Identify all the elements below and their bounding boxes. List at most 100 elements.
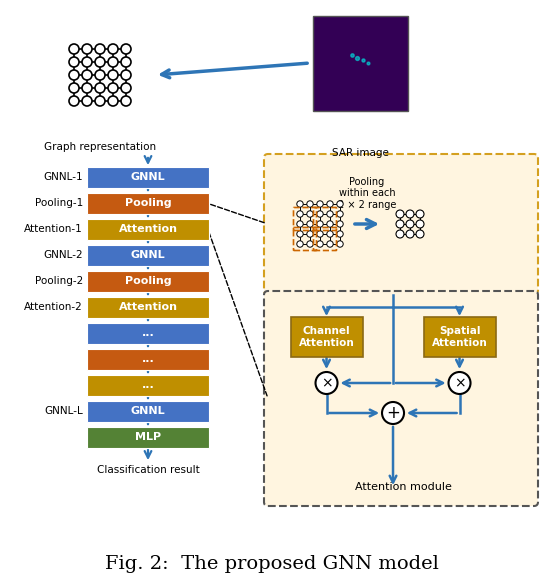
Text: Classification result: Classification result [97,465,199,475]
Circle shape [307,231,313,237]
Circle shape [121,70,131,80]
Text: GNNL: GNNL [131,406,165,417]
FancyBboxPatch shape [87,323,209,344]
Circle shape [95,96,105,106]
Text: Pooling
within each
2 × 2 range: Pooling within each 2 × 2 range [338,177,396,210]
Circle shape [108,70,118,80]
Text: Fig. 2:  The proposed GNN model: Fig. 2: The proposed GNN model [105,555,439,573]
Circle shape [327,211,333,217]
Text: ...: ... [141,381,154,390]
Point [358,56,367,65]
Circle shape [108,44,118,54]
Circle shape [307,211,313,217]
FancyBboxPatch shape [87,219,209,240]
Circle shape [95,44,105,54]
Circle shape [121,83,131,93]
Circle shape [406,210,414,218]
Text: Graph representation: Graph representation [44,142,156,152]
Text: ×: × [321,376,332,390]
FancyBboxPatch shape [87,401,209,422]
Circle shape [307,241,313,247]
Circle shape [406,230,414,238]
Text: ×: × [454,376,465,390]
Circle shape [95,70,105,80]
Circle shape [416,220,424,228]
Text: Attention module: Attention module [355,482,452,492]
Circle shape [82,57,92,67]
Circle shape [69,83,79,93]
Circle shape [95,57,105,67]
Circle shape [121,44,131,54]
Point [348,51,356,60]
Circle shape [121,96,131,106]
Circle shape [337,201,343,207]
Circle shape [69,70,79,80]
Circle shape [317,201,323,207]
Circle shape [317,211,323,217]
Circle shape [297,201,303,207]
FancyBboxPatch shape [424,317,496,357]
Circle shape [307,221,313,227]
Text: GNNL-L: GNNL-L [44,406,83,417]
FancyBboxPatch shape [264,154,538,294]
Circle shape [337,221,343,227]
FancyBboxPatch shape [87,193,209,214]
FancyBboxPatch shape [87,271,209,292]
Circle shape [69,44,79,54]
Text: MLP: MLP [135,432,161,443]
Circle shape [82,96,92,106]
Text: ...: ... [141,328,154,339]
Point [353,53,361,63]
Circle shape [406,220,414,228]
Text: Attention: Attention [119,224,177,235]
FancyBboxPatch shape [290,317,362,357]
Circle shape [317,231,323,237]
Point [363,59,372,68]
Circle shape [317,241,323,247]
Text: Channel
Attention: Channel Attention [299,326,354,348]
FancyBboxPatch shape [87,375,209,396]
Circle shape [108,83,118,93]
Circle shape [82,44,92,54]
FancyBboxPatch shape [87,167,209,188]
Circle shape [316,372,337,394]
Text: Pooling: Pooling [125,199,171,208]
Text: GNNL: GNNL [131,173,165,183]
FancyBboxPatch shape [87,427,209,448]
Circle shape [297,231,303,237]
Circle shape [396,230,404,238]
FancyBboxPatch shape [312,15,407,111]
FancyBboxPatch shape [87,297,209,318]
Circle shape [416,230,424,238]
Circle shape [297,221,303,227]
Text: Attention: Attention [119,302,177,312]
Circle shape [327,221,333,227]
Text: SAR image: SAR image [331,148,388,158]
Circle shape [337,241,343,247]
Circle shape [396,210,404,218]
Text: Pooling-1: Pooling-1 [35,199,83,208]
Text: Spatial
Attention: Spatial Attention [431,326,487,348]
Text: GNNL: GNNL [131,250,165,261]
Circle shape [297,211,303,217]
Circle shape [307,201,313,207]
Circle shape [121,57,131,67]
Circle shape [327,231,333,237]
FancyBboxPatch shape [87,349,209,370]
FancyBboxPatch shape [87,245,209,266]
Circle shape [327,201,333,207]
Text: Pooling: Pooling [125,277,171,286]
Circle shape [448,372,471,394]
Circle shape [297,241,303,247]
Text: GNNL-1: GNNL-1 [44,173,83,183]
Circle shape [416,210,424,218]
Text: +: + [386,404,400,422]
Circle shape [108,96,118,106]
Circle shape [396,220,404,228]
FancyBboxPatch shape [264,291,538,506]
Text: Pooling-2: Pooling-2 [35,277,83,286]
Circle shape [108,57,118,67]
Circle shape [327,241,333,247]
Text: Attention-1: Attention-1 [24,224,83,235]
Circle shape [317,221,323,227]
